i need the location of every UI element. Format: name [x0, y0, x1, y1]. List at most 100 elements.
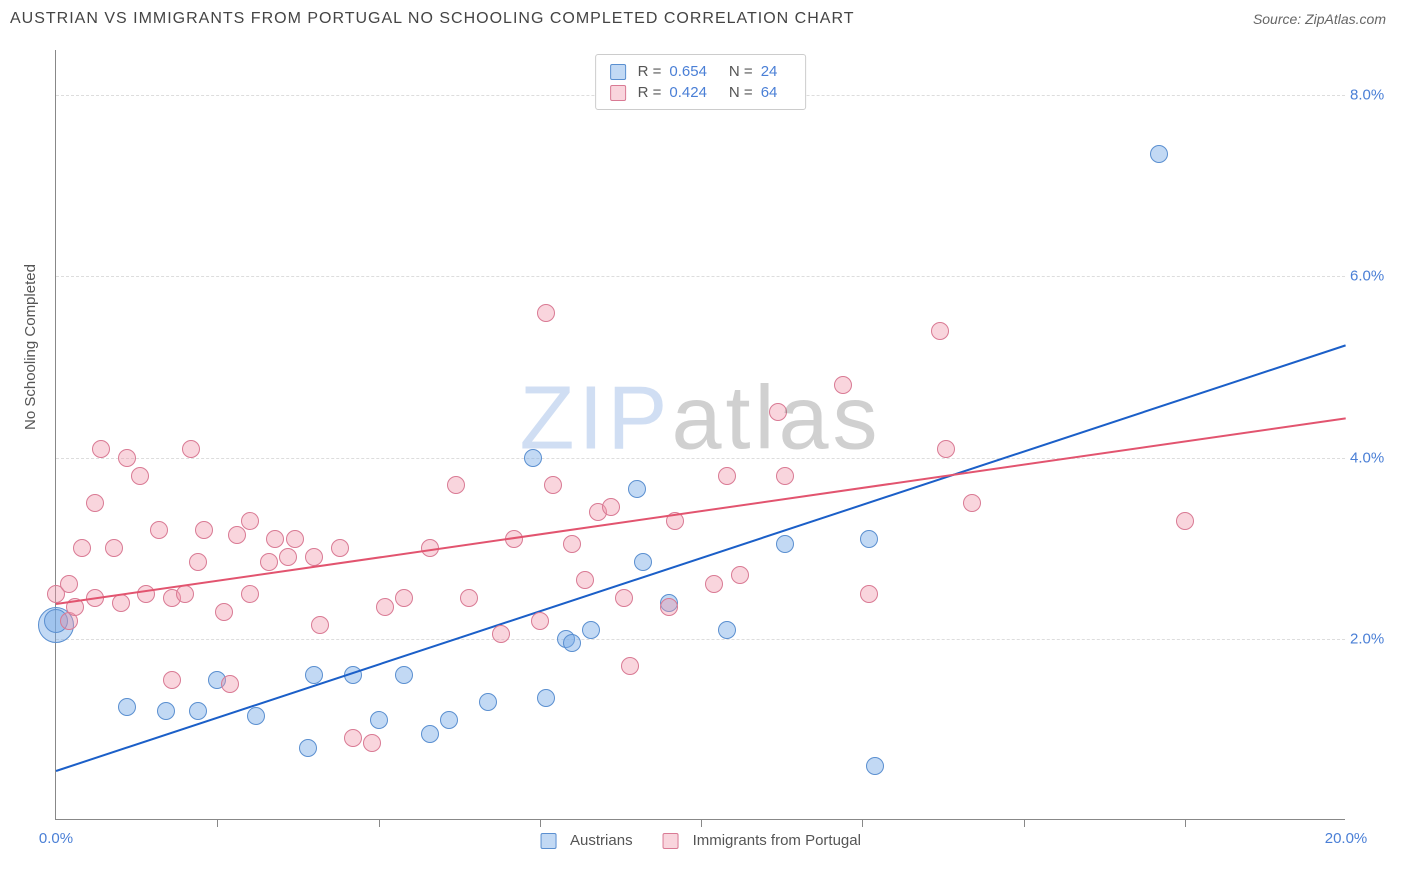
data-point-austrians — [189, 702, 207, 720]
series-legend: Austrians Immigrants from Portugal — [540, 832, 861, 849]
data-point-portugal — [331, 539, 349, 557]
data-point-portugal — [531, 612, 549, 630]
data-point-portugal — [492, 625, 510, 643]
swatch-austrians-icon — [540, 833, 556, 849]
data-point-austrians — [299, 739, 317, 757]
data-point-portugal — [776, 467, 794, 485]
data-point-portugal — [860, 585, 878, 603]
stats-legend: R = 0.654 N = 24 R = 0.424 N = 64 — [595, 54, 807, 110]
data-point-austrians — [776, 535, 794, 553]
series-label-portugal: Immigrants from Portugal — [693, 832, 861, 849]
data-point-portugal — [931, 322, 949, 340]
data-point-portugal — [660, 598, 678, 616]
data-point-portugal — [460, 589, 478, 607]
data-point-austrians — [563, 634, 581, 652]
data-point-portugal — [195, 521, 213, 539]
data-point-austrians — [537, 689, 555, 707]
data-point-portugal — [279, 548, 297, 566]
data-point-austrians — [866, 757, 884, 775]
data-point-portugal — [182, 440, 200, 458]
data-point-austrians — [305, 666, 323, 684]
data-point-portugal — [602, 498, 620, 516]
data-point-portugal — [73, 539, 91, 557]
data-point-portugal — [228, 526, 246, 544]
data-point-portugal — [60, 575, 78, 593]
data-point-portugal — [118, 449, 136, 467]
data-point-portugal — [105, 539, 123, 557]
data-point-portugal — [769, 403, 787, 421]
data-point-portugal — [537, 304, 555, 322]
data-point-portugal — [189, 553, 207, 571]
data-point-portugal — [447, 476, 465, 494]
data-point-portugal — [137, 585, 155, 603]
data-point-austrians — [718, 621, 736, 639]
stats-row-austrians: R = 0.654 N = 24 — [610, 61, 792, 82]
y-tick-label: 8.0% — [1350, 87, 1400, 104]
data-point-portugal — [92, 440, 110, 458]
stat-n-value-portugal: 64 — [761, 84, 778, 101]
data-point-portugal — [576, 571, 594, 589]
data-point-austrians — [440, 711, 458, 729]
stat-n-label: N = — [729, 63, 753, 80]
swatch-portugal-icon — [663, 833, 679, 849]
data-point-austrians — [860, 530, 878, 548]
y-tick-label: 6.0% — [1350, 268, 1400, 285]
data-point-austrians — [157, 702, 175, 720]
data-point-portugal — [718, 467, 736, 485]
data-point-austrians — [634, 553, 652, 571]
x-tick-label: 0.0% — [39, 830, 73, 847]
data-point-austrians — [118, 698, 136, 716]
scatter-chart: R = 0.654 N = 24 R = 0.424 N = 64 ZIPatl… — [55, 50, 1345, 820]
data-point-portugal — [221, 675, 239, 693]
data-point-portugal — [305, 548, 323, 566]
trend-line-austrians — [56, 344, 1347, 772]
swatch-portugal-icon — [610, 85, 626, 101]
data-point-portugal — [937, 440, 955, 458]
data-point-portugal — [241, 512, 259, 530]
x-tick-label: 20.0% — [1325, 830, 1368, 847]
data-point-portugal — [563, 535, 581, 553]
stat-n-label: N = — [729, 84, 753, 101]
source-label: Source: ZipAtlas.com — [1253, 11, 1386, 27]
chart-title: AUSTRIAN VS IMMIGRANTS FROM PORTUGAL NO … — [10, 10, 855, 28]
data-point-portugal — [834, 376, 852, 394]
stat-n-value-austrians: 24 — [761, 63, 778, 80]
data-point-portugal — [163, 671, 181, 689]
data-point-austrians — [370, 711, 388, 729]
watermark: ZIPatlas — [519, 368, 881, 471]
data-point-portugal — [150, 521, 168, 539]
y-tick-label: 4.0% — [1350, 449, 1400, 466]
data-point-portugal — [376, 598, 394, 616]
data-point-austrians — [421, 725, 439, 743]
data-point-austrians — [524, 449, 542, 467]
data-point-portugal — [266, 530, 284, 548]
stat-r-value-portugal: 0.424 — [669, 84, 707, 101]
stat-r-value-austrians: 0.654 — [669, 63, 707, 80]
y-axis-title: No Schooling Completed — [22, 264, 39, 430]
stats-row-portugal: R = 0.424 N = 64 — [610, 82, 792, 103]
data-point-portugal — [363, 734, 381, 752]
data-point-portugal — [131, 467, 149, 485]
data-point-portugal — [86, 494, 104, 512]
data-point-portugal — [395, 589, 413, 607]
swatch-austrians-icon — [610, 64, 626, 80]
data-point-austrians — [247, 707, 265, 725]
stat-r-label: R = — [638, 63, 662, 80]
data-point-austrians — [628, 480, 646, 498]
series-label-austrians: Austrians — [570, 832, 633, 849]
y-tick-label: 2.0% — [1350, 630, 1400, 647]
data-point-portugal — [705, 575, 723, 593]
data-point-portugal — [963, 494, 981, 512]
data-point-portugal — [260, 553, 278, 571]
data-point-austrians — [582, 621, 600, 639]
data-point-austrians — [479, 693, 497, 711]
data-point-portugal — [1176, 512, 1194, 530]
trend-line-portugal — [56, 417, 1346, 605]
data-point-portugal — [731, 566, 749, 584]
data-point-portugal — [286, 530, 304, 548]
data-point-portugal — [615, 589, 633, 607]
watermark-left: ZIP — [519, 369, 671, 469]
data-point-austrians — [395, 666, 413, 684]
data-point-portugal — [311, 616, 329, 634]
data-point-portugal — [621, 657, 639, 675]
